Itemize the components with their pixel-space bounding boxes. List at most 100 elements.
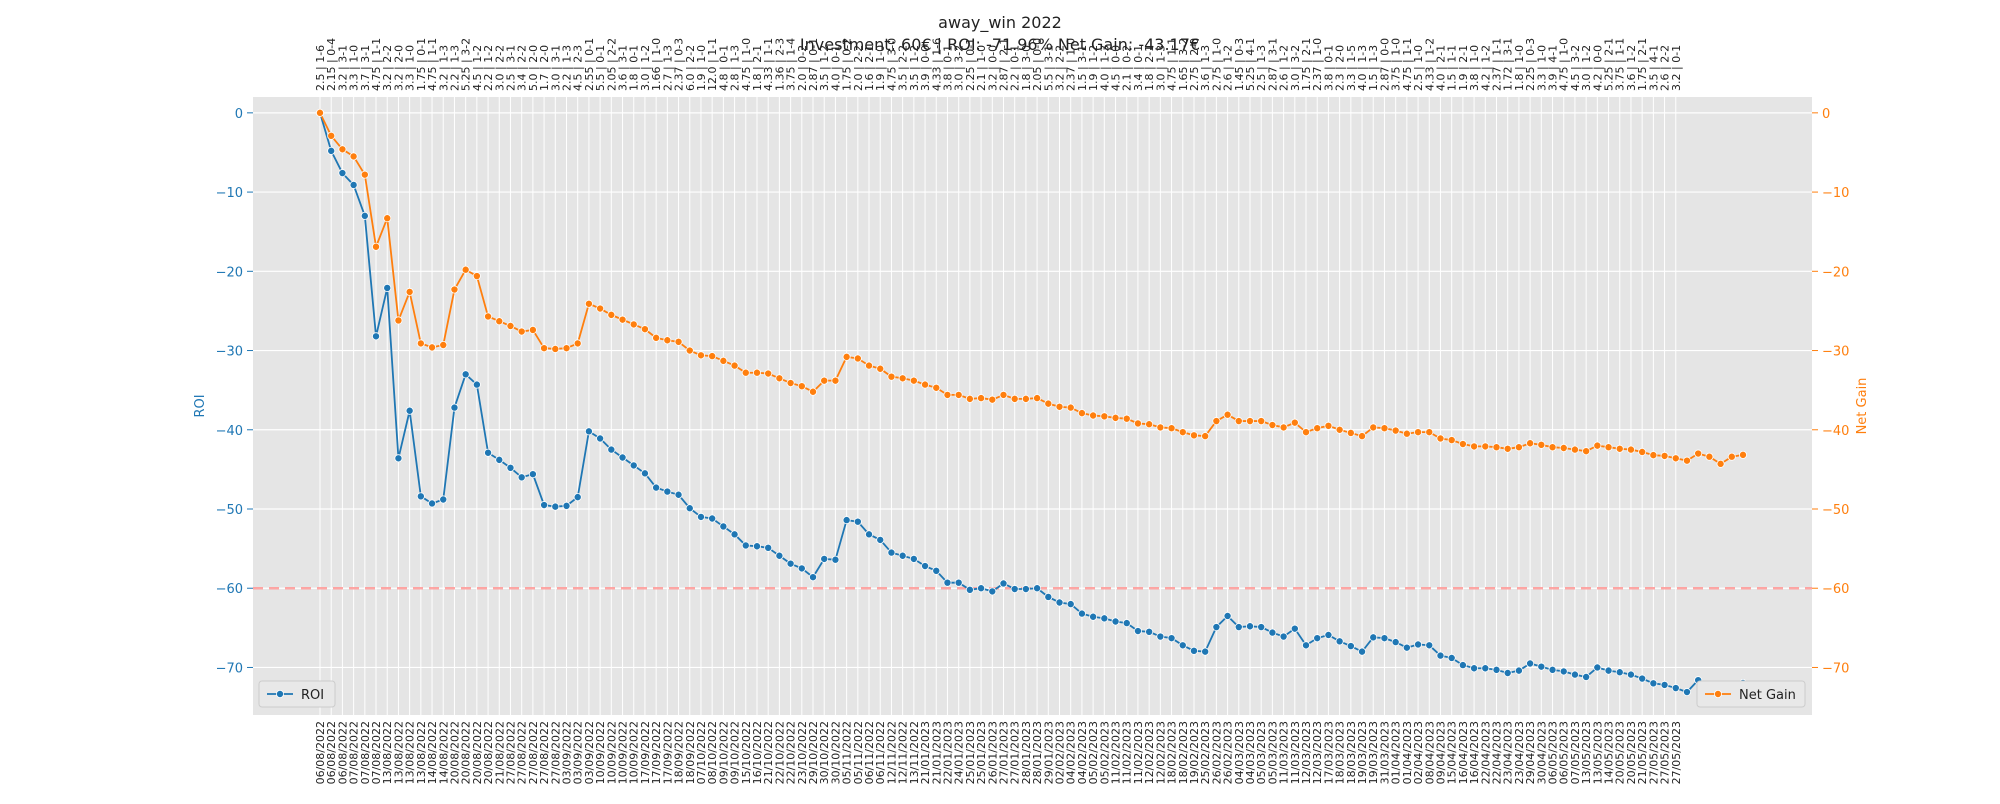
x-bottom-tick-label: 06/08/2022 [314,721,327,784]
net-gain-point [831,376,840,385]
x-top-tick-label: 2.55 | 0-1 [583,38,596,91]
x-bottom-tick-label: 25/01/2023 [975,721,988,784]
x-top-tick-label: 1.7 | 2-0 [538,45,551,91]
y-right-tick-label: −30 [1822,345,1849,360]
x-top-tick-label: 2.37 | 1-1 [1490,38,1503,91]
x-bottom-tick-label: 16/04/2023 [1468,721,1481,784]
x-top-tick-label: 3.0 | 1-2 [1580,45,1593,91]
roi-point [1559,667,1568,676]
x-bottom-tick-label: 13/08/2022 [381,721,394,784]
x-bottom-tick-label: 14/08/2022 [426,721,439,784]
x-bottom-tick-label: 26/01/2023 [986,721,999,784]
x-top-tick-label: 1.5 | 1-3 [1367,45,1380,91]
y-right-tick-label: 0 [1822,107,1830,122]
x-top-tick-label: 3.5 | 1-2 [908,45,921,91]
net-gain-point [1167,424,1176,433]
y-left-tick-label: −40 [216,424,243,439]
net-gain-point [797,382,806,391]
x-bottom-tick-label: 09/04/2023 [1434,721,1447,784]
x-bottom-tick-label: 05/02/2023 [1087,721,1100,784]
roi-point [450,403,459,412]
x-bottom-tick-label: 17/09/2022 [650,721,663,784]
x-top-tick-label: 2.37 | 0-3 [673,38,686,91]
x-bottom-tick-label: 27/08/2022 [516,721,529,784]
x-bottom-tick-label: 05/11/2022 [852,721,865,784]
net-gain-point [517,327,526,336]
net-gain-point [1201,432,1210,441]
x-bottom-tick-label: 19/03/2023 [1367,721,1380,784]
net-gain-point [809,387,818,396]
roi-point [618,453,627,462]
x-bottom-tick-label: 22/10/2022 [773,721,786,784]
net-gain-point [932,383,941,392]
net-gain-point [1604,443,1613,452]
net-gain-point [1010,394,1019,403]
y-right-tick-label: −20 [1822,265,1849,280]
x-top-tick-label: 1.75 | 2-1 [1300,38,1313,91]
net-gain-point [506,321,515,330]
net-gain-point [1470,442,1479,451]
roi-point [327,146,336,155]
x-top-tick-label: 3.2 | 3-1 [336,45,349,91]
net-gain-point [741,368,750,377]
x-bottom-tick-label: 13/08/2022 [392,721,405,784]
net-gain-point [999,390,1008,399]
x-top-tick-label: 4.0 | 1-3 [1356,45,1369,91]
x-top-tick-label: 2.6 | 2-2 [1659,45,1672,91]
net-gain-point [528,325,537,334]
x-bottom-tick-label: 05/03/2023 [1255,721,1268,784]
x-bottom-tick-label: 06/08/2022 [325,721,338,784]
net-gain-point [719,356,728,365]
x-bottom-tick-label: 12/11/2022 [885,721,898,784]
x-top-tick-label: 1.8 | 0-1 [628,45,641,91]
net-gain-point [383,214,392,223]
net-gain-point [696,351,705,360]
net-gain-point [584,299,593,308]
roi-point [1066,600,1075,609]
roi-point [943,578,952,587]
roi-point [349,180,358,189]
x-top-tick-label: 4.8 | 0-1 [717,45,730,91]
x-bottom-tick-label: 20/05/2023 [1625,721,1638,784]
x-top-tick-label: 3.0 | 3-2 [1289,45,1302,91]
x-bottom-tick-label: 18/09/2022 [684,721,697,784]
x-bottom-tick-label: 12/03/2023 [1300,721,1313,784]
x-bottom-tick-label: 02/04/2023 [1412,721,1425,784]
net-gain-point [1122,414,1131,423]
x-bottom-tick-label: 27/08/2022 [538,721,551,784]
x-top-tick-label: 3.0 | 1-3 [1154,45,1167,91]
roi-point [1492,665,1501,674]
x-top-tick-label: 4.75 | 3-0 [885,38,898,91]
net-gain-point [1660,451,1669,460]
roi-point [562,501,571,510]
x-bottom-tick-label: 17/09/2022 [661,721,674,784]
x-top-tick-label: 2.5 | 1-0 [1412,45,1425,91]
roi-point [495,455,504,464]
net-gain-point [1100,412,1109,421]
x-top-tick-label: 4.33 | 1-6 [930,38,943,91]
roi-point [853,517,862,526]
x-top-tick-label: 2.1 | 1-0 [975,45,988,91]
x-top-tick-label: 2.5 | 1-6 [314,45,327,91]
x-bottom-tick-label: 03/09/2022 [561,721,574,784]
x-bottom-tick-label: 03/09/2022 [572,721,585,784]
x-top-tick-label: 1.9 | 1-0 [874,45,887,91]
net-gain-point [898,374,907,383]
x-bottom-tick-label: 23/04/2023 [1502,721,1515,784]
net-gain-point [1279,423,1288,432]
plot-area [253,97,1812,715]
x-top-tick-label: 1.5 | 1-1 [1446,45,1459,91]
roi-point [1324,630,1333,639]
x-top-tick-label: 3.9 | 4-1 [1547,45,1560,91]
net-gain-point [1436,434,1445,443]
x-top-tick-label: 2.37 | 1-0 [1065,38,1078,91]
net-gain-point [1223,410,1232,419]
x-top-tick-label: 2.05 | 2-2 [605,38,618,91]
y-left-tick-label: −70 [216,661,243,676]
x-bottom-tick-label: 29/01/2023 [1042,721,1055,784]
x-top-tick-label: 2.5 | 3-1 [504,45,517,91]
x-top-tick-label: 1.8 | 1-0 [1513,45,1526,91]
x-bottom-tick-label: 21/01/2023 [930,721,943,784]
x-top-tick-label: 2.2 | 1-2 [482,45,495,91]
x-bottom-tick-label: 01/04/2023 [1390,721,1403,784]
